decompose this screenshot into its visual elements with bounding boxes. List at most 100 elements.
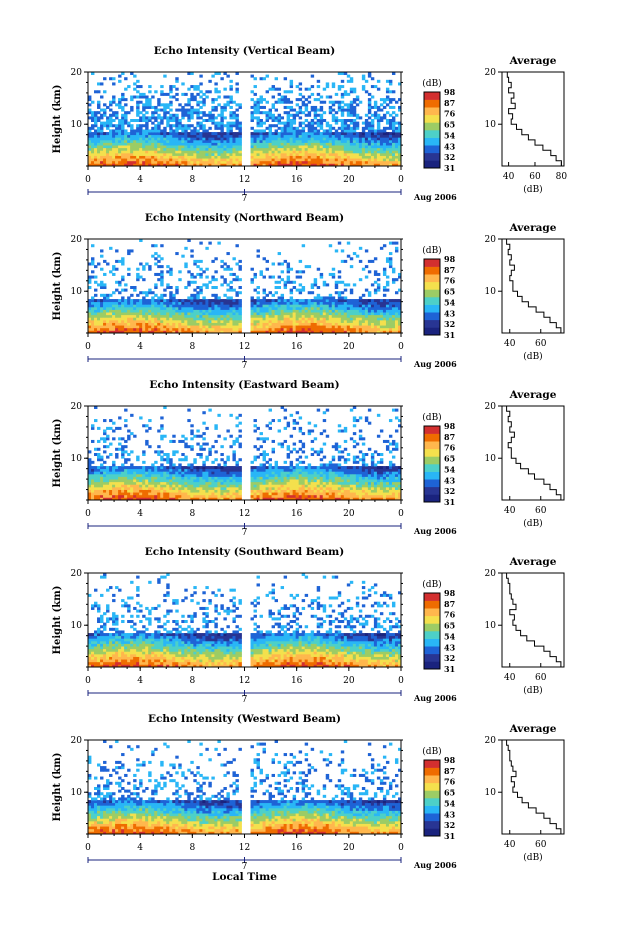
heatmap-cell: [382, 163, 387, 167]
heatmap-cell: [136, 155, 140, 159]
heatmap-cell: [364, 132, 369, 136]
heatmap-cell: [214, 163, 218, 167]
heatmap-cell: [298, 288, 303, 292]
heatmap-cell: [220, 494, 224, 498]
heatmap-cell: [220, 147, 224, 151]
heatmap-cell: [232, 124, 236, 128]
heatmap-cell: [268, 306, 272, 310]
heatmap-cell: [205, 481, 209, 485]
heatmap-cell: [253, 155, 257, 159]
heatmap-cell: [397, 301, 402, 305]
heatmap-cell: [94, 486, 98, 490]
heatmap-cell: [157, 468, 161, 472]
heatmap-cell: [139, 134, 143, 138]
heatmap-cell: [190, 468, 194, 472]
heatmap-cell: [205, 129, 209, 133]
heatmap-cell: [310, 158, 315, 162]
heatmap-cell: [391, 72, 396, 76]
heatmap-cell: [307, 304, 312, 308]
heatmap-cell: [220, 126, 224, 130]
heatmap-cell: [148, 330, 152, 334]
heatmap-cell: [187, 270, 191, 274]
heatmap-cell: [199, 275, 203, 279]
heatmap-cell: [208, 158, 212, 162]
heatmap-cell: [256, 105, 260, 109]
heatmap-cell: [154, 252, 158, 256]
heatmap-cell: [256, 132, 260, 136]
heatmap-cell: [331, 147, 336, 151]
heatmap-cell: [160, 121, 164, 125]
colorbar-tick-label: 98: [444, 254, 456, 264]
heatmap-cell: [226, 163, 230, 167]
heatmap-cell: [331, 163, 336, 167]
profile-x-label: (dB): [523, 184, 542, 195]
heatmap-cell: [271, 322, 275, 326]
heatmap-cell: [187, 142, 191, 146]
heatmap-cell: [154, 257, 158, 261]
heatmap-cell: [394, 145, 399, 149]
heatmap-cell: [157, 325, 161, 329]
heatmap-cell: [376, 288, 381, 292]
heatmap-cell: [187, 327, 191, 331]
heatmap-cell: [214, 301, 218, 305]
heatmap-cell: [229, 126, 233, 130]
heatmap-cell: [121, 105, 125, 109]
heatmap-cell: [148, 160, 152, 164]
heatmap-cell: [205, 301, 209, 305]
heatmap-cell: [127, 267, 131, 271]
heatmap-cell: [349, 317, 354, 321]
heatmap-cell: [322, 150, 327, 154]
heatmap-cell: [331, 319, 336, 323]
heatmap-cell: [343, 132, 348, 136]
heatmap-cell: [205, 442, 209, 446]
heatmap-cell: [382, 288, 387, 292]
heatmap-cell: [154, 262, 158, 266]
heatmap-cell: [112, 100, 116, 104]
heatmap-cell: [220, 150, 224, 154]
heatmap-cell: [385, 126, 390, 130]
heatmap-cell: [127, 494, 131, 498]
heatmap-cell: [334, 319, 339, 323]
heatmap-cell: [283, 312, 288, 316]
heatmap-cell: [118, 468, 122, 472]
heatmap-cell: [397, 304, 402, 308]
heatmap-cell: [160, 306, 164, 310]
heatmap-cell: [259, 132, 263, 136]
heatmap-cell: [298, 270, 303, 274]
heatmap-cell: [298, 132, 303, 136]
heatmap-cell: [364, 121, 369, 125]
heatmap-cell: [322, 129, 327, 133]
heatmap-cell: [313, 314, 318, 318]
heatmap-cell: [283, 145, 288, 149]
heatmap-cell: [220, 111, 224, 115]
heatmap-cell: [253, 275, 257, 279]
heatmap-cell: [238, 301, 242, 305]
heatmap-cell: [145, 100, 149, 104]
heatmap-cell: [103, 134, 107, 138]
heatmap-cell: [301, 244, 306, 248]
heatmap-cell: [121, 139, 125, 143]
heatmap-cell: [304, 134, 309, 138]
heatmap-cell: [181, 301, 185, 305]
heatmap-cell: [388, 252, 393, 256]
heatmap-cell: [118, 299, 122, 303]
heatmap-cell: [355, 314, 360, 318]
heatmap-cell: [352, 319, 357, 323]
heatmap-cell: [220, 481, 224, 485]
heatmap-cell: [391, 111, 396, 115]
heatmap-cell: [214, 150, 218, 154]
heatmap-cell: [166, 265, 170, 269]
heatmap-cell: [151, 254, 155, 258]
heatmap-cell: [145, 481, 149, 485]
heatmap-cell: [148, 137, 152, 141]
heatmap-cell: [394, 317, 399, 321]
heatmap-cell: [181, 492, 185, 496]
heatmap-cell: [259, 314, 263, 318]
heatmap-cell: [205, 152, 209, 156]
heatmap-cell: [391, 126, 396, 130]
heatmap-cell: [307, 124, 312, 128]
heatmap-cell: [184, 92, 188, 96]
heatmap-cell: [163, 325, 167, 329]
heatmap-cell: [166, 497, 170, 501]
heatmap-cell: [364, 124, 369, 128]
